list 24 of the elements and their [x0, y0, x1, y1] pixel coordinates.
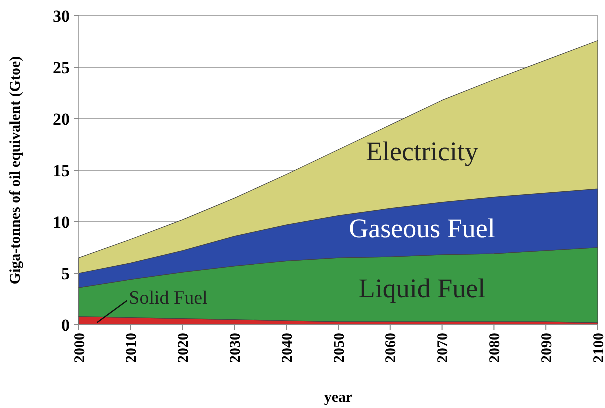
x-tick-label: 2050: [332, 333, 348, 363]
x-tick-label: 2000: [72, 333, 88, 363]
series-label: Liquid Fuel: [358, 273, 486, 304]
x-axis-title: year: [324, 390, 353, 406]
x-tick-label: 2080: [487, 333, 504, 363]
x-tick-label: 2010: [124, 333, 140, 363]
y-tick-label: 5: [62, 264, 70, 284]
y-tick-label: 25: [53, 58, 70, 78]
x-tick-label: 2030: [228, 333, 244, 363]
series-label: Solid Fuel: [129, 288, 208, 309]
series-label: Electricity: [366, 136, 480, 166]
y-tick-label: 0: [62, 316, 70, 335]
x-tick-label: 2060: [384, 333, 400, 363]
series-label: Gaseous Fuel: [349, 214, 496, 244]
x-tick-label: 2040: [280, 333, 296, 363]
x-tick-label: 2090: [539, 333, 556, 363]
y-tick-label: 15: [53, 161, 70, 180]
y-tick-label: 20: [53, 110, 70, 129]
x-tick-label: 2070: [436, 333, 452, 363]
y-axis-title: Giga-tonnes of oil equivalent (Gtoe): [8, 56, 24, 285]
x-tick-label: 2020: [176, 333, 192, 363]
y-tick-label: 10: [53, 212, 70, 232]
x-tick-label: 2100: [591, 333, 605, 363]
y-tick-label: 30: [53, 6, 70, 26]
